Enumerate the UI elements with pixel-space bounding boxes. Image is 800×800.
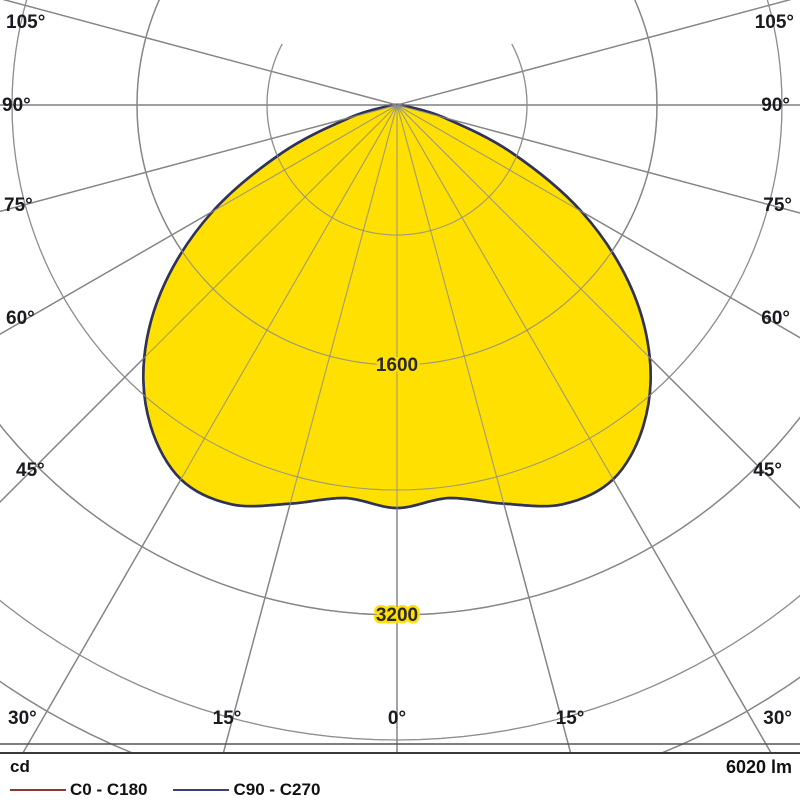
angle-label-105-left: 105° <box>6 12 45 33</box>
footer-divider <box>0 752 800 754</box>
chart-footer: cd 6020 lm C0 - C180 C90 - C270 <box>0 752 800 800</box>
angle-label-45-right: 45° <box>753 460 782 481</box>
angle-label-60-right: 60° <box>761 308 790 329</box>
luminous-flux-label: 6020 lm <box>725 757 792 777</box>
radial-value-label-1600: 1600 <box>376 355 418 376</box>
angle-label-30-left: 30° <box>8 708 37 729</box>
radial-value-halo-1600: 1600 <box>376 355 418 376</box>
angle-label-45-left: 45° <box>16 460 45 481</box>
footer-top-row: cd 6020 lm <box>0 755 800 777</box>
angle-label-75-left: 75° <box>4 195 33 216</box>
angle-label-90-right: 90° <box>761 95 790 116</box>
legend-swatch-c0-c180 <box>10 789 66 791</box>
light-distribution-curve <box>0 0 800 752</box>
angle-label-75-right: 75° <box>763 195 792 216</box>
angle-label-60-left: 60° <box>6 308 35 329</box>
angle-label-0-bottom: 0° <box>388 708 406 729</box>
angle-label-105-right: 105° <box>755 12 794 33</box>
angle-label-15-bottom: 15° <box>556 708 585 729</box>
angle-tick-labels: 105° 90° 75° 60° 45° 30° 15° 0° 15° 30° 45° 60° 75° 9… <box>0 12 800 745</box>
angle-label-90-left: 90° <box>2 95 31 116</box>
legend-label-c90-c270: C90 - C270 <box>233 780 321 799</box>
legend-entry-c0-c180[interactable]: C0 - C180 <box>10 780 147 800</box>
chart-legend: C0 - C180 C90 - C270 <box>10 780 320 800</box>
angle-label-30-right: 30° <box>763 708 792 729</box>
angle-label-15-bottom: 15° <box>213 708 242 729</box>
legend-label-c0-c180: C0 - C180 <box>70 780 148 799</box>
legend-entry-c90-c270[interactable]: C90 - C270 <box>173 780 320 800</box>
legend-swatch-c90-c270 <box>173 789 230 791</box>
unit-label: cd <box>10 757 30 776</box>
radial-value-label-3200: 3200 <box>376 605 418 626</box>
radial-value-halo-3200: 3200 <box>376 605 418 626</box>
